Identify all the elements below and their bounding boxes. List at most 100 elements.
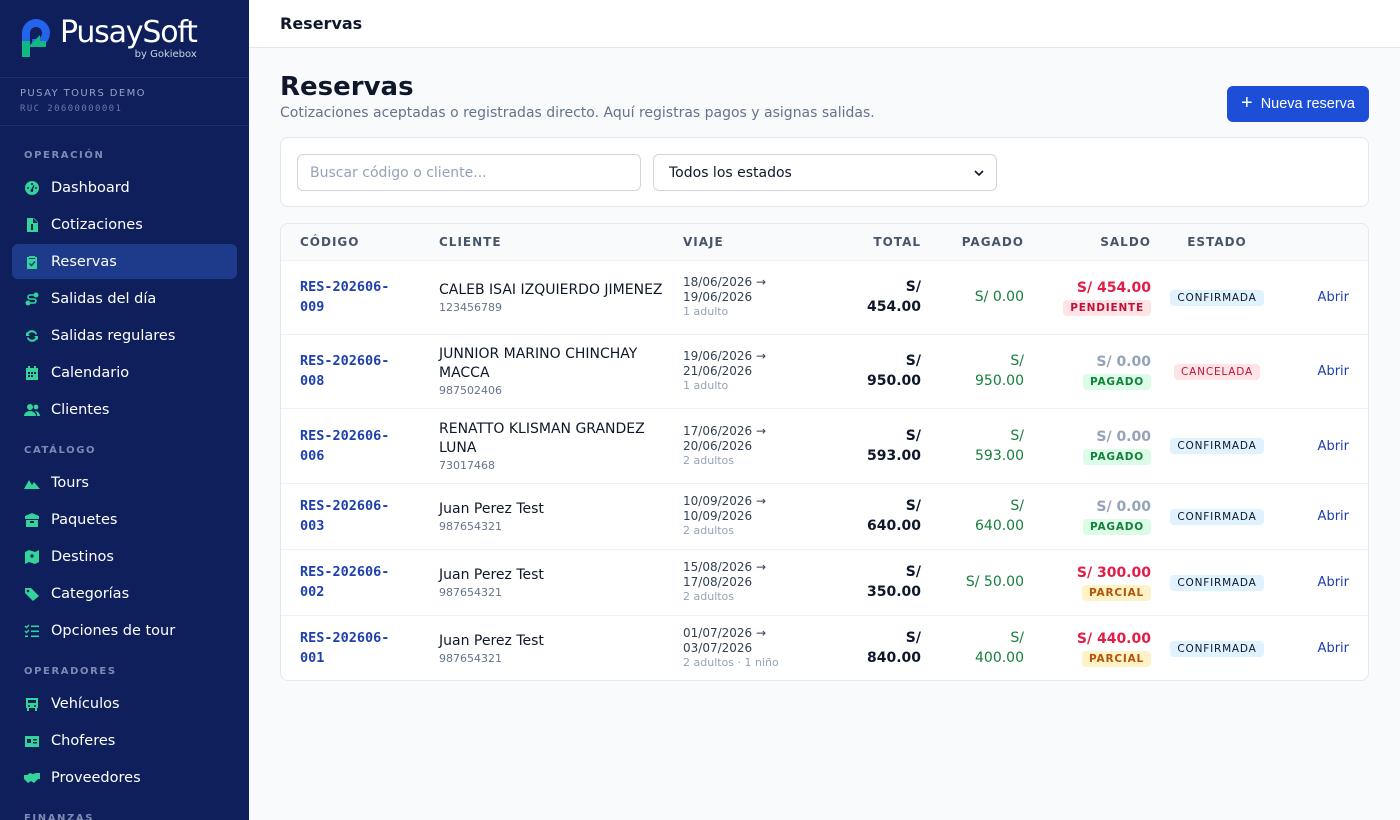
search-input[interactable] (297, 154, 641, 191)
open-reservation-link[interactable]: Abrir (1317, 509, 1349, 524)
table-row[interactable]: RES-202606-001 Juan Perez Test 987654321… (281, 615, 1368, 680)
sidebar-item-clientes[interactable]: Clientes (12, 392, 237, 427)
cell-client: Juan Perez Test 987654321 (439, 549, 683, 615)
sidebar-item-cotizaciones[interactable]: Cotizaciones (12, 207, 237, 242)
reservation-code-link[interactable]: RES-202606-002 (300, 564, 390, 600)
trip-end: 21/06/2026 (683, 364, 753, 378)
header-total[interactable]: TOTAL (873, 234, 921, 249)
sidebar-item-label: Cotizaciones (51, 216, 143, 233)
open-reservation-link[interactable]: Abrir (1317, 290, 1349, 305)
open-reservation-link[interactable]: Abrir (1317, 575, 1349, 590)
header-actions (1283, 224, 1368, 260)
sidebar-item-label: Salidas del día (51, 290, 157, 307)
payment-status-badge: PAGADO (1082, 519, 1151, 535)
client-name: CALEB ISAI IZQUIERDO JIMENEZ (439, 281, 663, 298)
sidebar-item-opciones-de-tour[interactable]: Opciones de tour (12, 613, 237, 648)
paid-amount: S/ 950.00 (975, 353, 1024, 389)
cell-paid: S/ 50.00 (921, 549, 1024, 615)
cell-code: RES-202606-002 (281, 549, 439, 615)
cell-actions: Abrir (1283, 483, 1368, 549)
new-reservation-button[interactable]: + Nueva reserva (1227, 86, 1369, 122)
sidebar-item-destinos[interactable]: Destinos (12, 539, 237, 574)
sidebar-item-reservas[interactable]: Reservas (12, 244, 237, 279)
new-reservation-label: Nueva reserva (1260, 96, 1355, 112)
cell-total: S/ 350.00 (826, 549, 921, 615)
sidebar-item-categorias[interactable]: Categorías (12, 576, 237, 611)
cell-trip: 17/06/2026 → 20/06/2026 2 adultos (683, 408, 826, 483)
paid-amount: S/ 593.00 (975, 427, 1024, 464)
reservation-state-badge: CONFIRMADA (1170, 640, 1264, 657)
trip-pax: 2 adultos · 1 niño (683, 656, 779, 670)
plus-icon: + (1241, 92, 1253, 114)
total-amount: S/ 840.00 (866, 630, 921, 667)
sidebar-item-salidas-regulares[interactable]: Salidas regulares (12, 318, 237, 353)
trip-start: 01/07/2026 → (683, 626, 767, 641)
sidebar-item-paquetes[interactable]: Paquetes (12, 502, 237, 537)
cell-trip: 01/07/2026 → 03/07/2026 2 adultos · 1 ni… (683, 615, 826, 680)
cell-paid: S/ 400.00 (921, 615, 1024, 680)
sidebar-item-dashboard[interactable]: Dashboard (12, 170, 237, 205)
table-row[interactable]: RES-202606-008 JUNNIOR MARINO CHINCHAY M… (281, 334, 1368, 408)
sidebar-item-tours[interactable]: Tours (12, 465, 237, 500)
cell-code: RES-202606-008 (281, 334, 439, 408)
open-reservation-link[interactable]: Abrir (1317, 438, 1349, 454)
sidebar-item-calendario[interactable]: Calendario (12, 355, 237, 390)
client-document: 987654321 (439, 651, 502, 665)
trip-end: 03/07/2026 (683, 641, 753, 656)
balance-amount: S/ 0.00 (1096, 354, 1151, 370)
sidebar-item-choferes[interactable]: Choferes (12, 723, 237, 758)
sidebar-item-label: Calendario (51, 364, 130, 381)
cell-total: S/ 840.00 (826, 615, 921, 680)
trip-end: 20/06/2026 (683, 438, 753, 453)
trip-start: 10/09/2026 → (683, 494, 767, 508)
sidebar-item-salidas-del-dia[interactable]: Salidas del día (12, 281, 237, 316)
header-client[interactable]: CLIENTE (439, 234, 502, 249)
header-paid[interactable]: PAGADO (961, 234, 1024, 249)
cell-trip: 15/08/2026 → 17/08/2026 2 adultos (683, 549, 826, 615)
brand[interactable]: PusaySoft by Gokiebox (0, 0, 249, 78)
sidebar-item-label: Choferes (51, 732, 116, 749)
calendar-icon (23, 364, 40, 381)
reservation-code-link[interactable]: RES-202606-009 (300, 279, 390, 315)
reservation-code-link[interactable]: RES-202606-006 (300, 427, 390, 464)
paid-amount: S/ 0.00 (974, 289, 1024, 305)
sidebar-item-label: Clientes (51, 401, 110, 418)
open-reservation-link[interactable]: Abrir (1317, 364, 1349, 379)
cell-paid: S/ 950.00 (921, 334, 1024, 408)
sidebar-item-label: Salidas regulares (51, 327, 176, 344)
balance-amount: S/ 300.00 (1076, 565, 1151, 581)
client-name: Juan Perez Test (439, 566, 544, 583)
header-balance[interactable]: SALDO (1100, 234, 1151, 249)
table-row[interactable]: RES-202606-009 CALEB ISAI IZQUIERDO JIME… (281, 260, 1368, 334)
tags-icon (23, 585, 40, 602)
sidebar-item-label: Paquetes (51, 511, 118, 528)
sidebar-item-vehiculos[interactable]: Vehículos (12, 686, 237, 721)
header-trip[interactable]: VIAJE (683, 234, 724, 249)
sidebar-item-proveedores[interactable]: Proveedores (12, 760, 237, 795)
table-row[interactable]: RES-202606-003 Juan Perez Test 987654321… (281, 483, 1368, 549)
cell-balance: S/ 300.00 PARCIAL (1024, 549, 1151, 615)
balance-amount: S/ 454.00 (1076, 280, 1151, 296)
payment-status-badge: PARCIAL (1082, 651, 1151, 668)
cell-state: CONFIRMADA (1151, 408, 1283, 483)
status-select[interactable]: Todos los estados (653, 154, 997, 191)
table-row[interactable]: RES-202606-006 RENATTO KLISMAN GRANDEZ L… (281, 408, 1368, 483)
open-reservation-link[interactable]: Abrir (1317, 641, 1349, 657)
cell-client: RENATTO KLISMAN GRANDEZ LUNA 73017468 (439, 408, 683, 483)
header-code[interactable]: CÓDIGO (300, 234, 360, 249)
cell-actions: Abrir (1283, 334, 1368, 408)
header-state[interactable]: ESTADO (1187, 234, 1247, 249)
reservation-code-link[interactable]: RES-202606-001 (300, 630, 390, 667)
file-invoice-icon (23, 216, 40, 233)
cell-total: S/ 454.00 (826, 260, 921, 334)
cell-balance: S/ 0.00 PAGADO (1024, 483, 1151, 549)
status-select-value: Todos los estados (669, 164, 792, 181)
page-header: Reservas Cotizaciones aceptadas o regist… (280, 72, 875, 121)
reservation-code-link[interactable]: RES-202606-003 (300, 498, 390, 534)
filters-card: Todos los estados (280, 137, 1369, 207)
balance-amount: S/ 0.00 (1096, 499, 1151, 515)
cell-actions: Abrir (1283, 549, 1368, 615)
users-icon (23, 401, 40, 418)
table-row[interactable]: RES-202606-002 Juan Perez Test 987654321… (281, 549, 1368, 615)
reservation-code-link[interactable]: RES-202606-008 (300, 353, 390, 389)
